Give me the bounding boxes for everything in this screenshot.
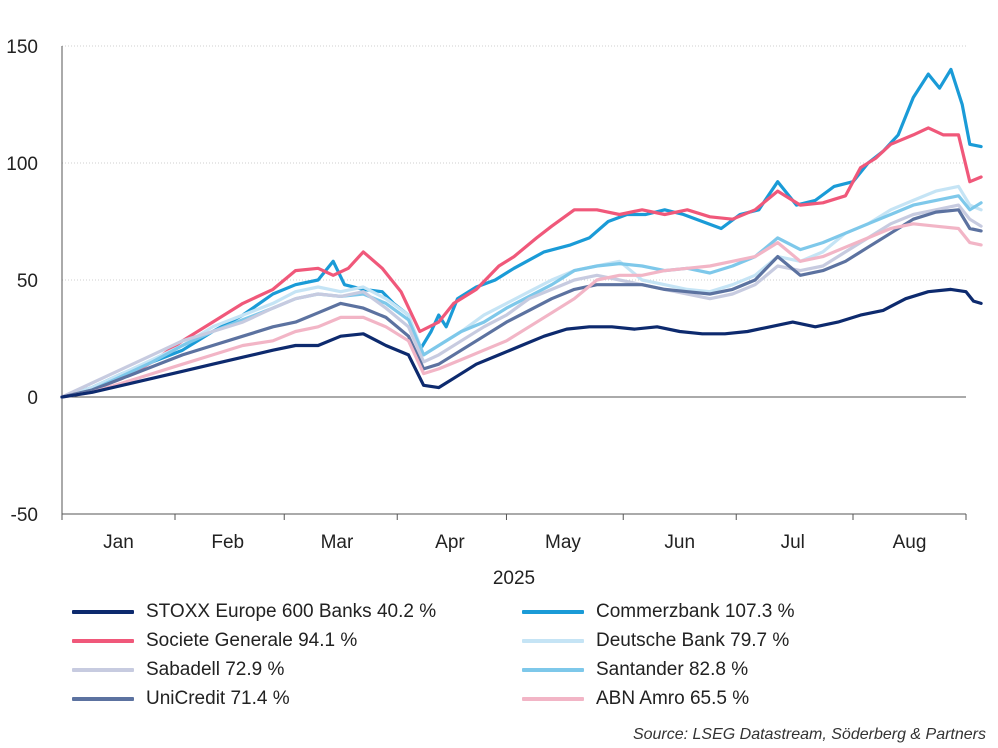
x-axis-label: 2025 [493, 568, 535, 589]
legend-label: UniCredit 71.4 % [146, 688, 290, 709]
line-chart: 150 100 50 0 -50 Jan Feb Mar Apr May Jun Jul Aug 20… [6, 37, 983, 589]
x-tick-label: Feb [211, 532, 244, 553]
legend-item: ABN Amro 65.5 % [522, 685, 749, 713]
legend-item: UniCredit 71.4 % [72, 685, 290, 713]
legend-item: Sabadell 72.9 % [72, 656, 284, 684]
legend-label: ABN Amro 65.5 % [596, 688, 750, 709]
y-tick-label: 0 [27, 388, 38, 409]
y-axis-ticks: 150 100 50 0 -50 [6, 37, 38, 526]
legend-label: Deutsche Bank 79.7 % [596, 630, 790, 651]
legend-label: STOXX Europe 600 Banks 40.2 % [146, 601, 437, 622]
legend-swatch [72, 668, 134, 672]
x-tick-label: Jan [103, 532, 134, 553]
y-tick-label: 100 [6, 154, 38, 175]
legend-item: Societe Generale 94.1 % [72, 627, 357, 655]
legend-swatch [72, 639, 134, 643]
legend-swatch [72, 697, 134, 701]
legend-label: Societe Generale 94.1 % [146, 630, 358, 651]
legend-item: Santander 82.8 % [522, 656, 748, 684]
grid-lines [62, 45, 966, 281]
x-tick-label: Jul [781, 532, 805, 553]
legend-swatch [522, 668, 584, 672]
legend-swatch [522, 639, 584, 643]
y-tick-label: -50 [11, 505, 38, 526]
legend-label: Commerzbank 107.3 % [596, 601, 795, 622]
legend-swatch [72, 610, 134, 614]
legend-swatch [522, 697, 584, 701]
x-tick-label: Mar [321, 532, 354, 553]
legend-swatch [522, 610, 584, 614]
x-tick-label: Apr [435, 532, 465, 553]
x-tick-label: Jun [664, 532, 695, 553]
legend-item: Commerzbank 107.3 % [522, 598, 795, 626]
series-line-societe-generale [60, 126, 983, 399]
legend-label: Sabadell 72.9 % [146, 659, 285, 680]
legend-item: STOXX Europe 600 Banks 40.2 % [72, 598, 436, 626]
series-line-abn-amro [60, 222, 983, 399]
legend-item: Deutsche Bank 79.7 % [522, 627, 789, 655]
series-line-unicredit [60, 208, 983, 399]
series-lines [60, 67, 983, 399]
series-line-deutsche-bank [60, 184, 983, 399]
y-tick-label: 50 [17, 271, 38, 292]
x-tick-label: Aug [893, 532, 927, 553]
series-line-stoxx-europe-600-banks [60, 287, 983, 399]
legend-label: Santander 82.8 % [596, 659, 749, 680]
source-note: Source: LSEG Datastream, Söderberg & Par… [632, 726, 986, 743]
x-tick-label: May [545, 532, 581, 553]
y-tick-label: 150 [6, 37, 38, 58]
x-axis: Jan Feb Mar Apr May Jun Jul Aug [61, 46, 967, 553]
series-line-sabadell [60, 203, 983, 399]
